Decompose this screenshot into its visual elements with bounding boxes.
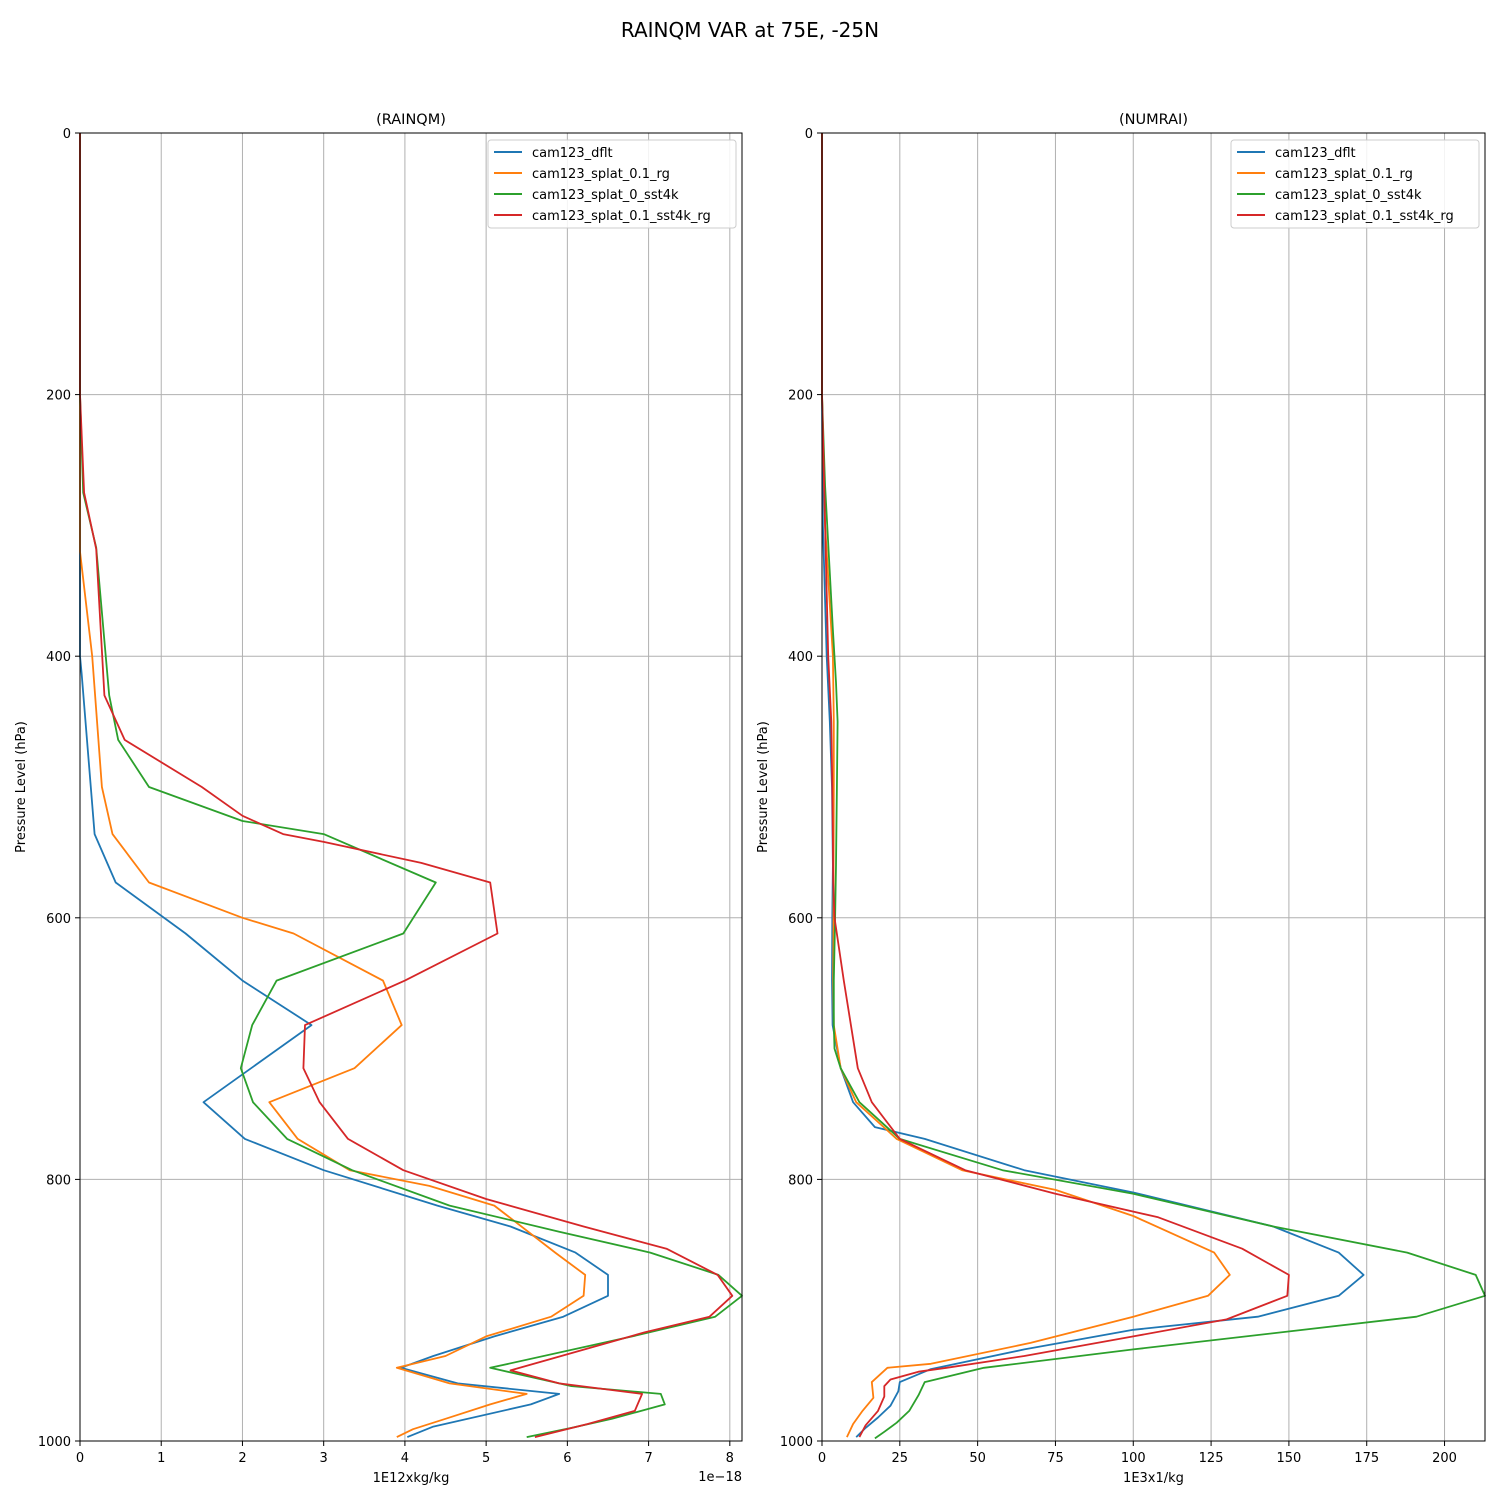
panel-title: (RAINQM) (376, 112, 446, 128)
legend-box (1230, 139, 1480, 229)
series-line-cam123_splat_0.1_sst4k_rg (821, 133, 1290, 1438)
y-tick-label: 600 (788, 912, 813, 927)
legend-label: cam123_splat_0.1_rg (532, 167, 670, 182)
legend-label: cam123_dflt (1275, 146, 1356, 161)
x-tick-label: 4 (401, 1451, 409, 1466)
x-tick-label: 3 (320, 1451, 328, 1466)
series-line-cam123_splat_0.1_rg (79, 133, 587, 1438)
x-tick-label: 0 (818, 1451, 826, 1466)
series-line-cam123_splat_0_sst4k (821, 133, 1486, 1440)
series-line-cam123_splat_0.1_sst4k_rg (79, 133, 734, 1438)
plot-frame (79, 132, 743, 1442)
x-tick-label: 175 (1354, 1451, 1379, 1466)
figure-title: RAINQM VAR at 75E, -25N (621, 18, 879, 42)
panel-rainqm: 0 1 2 3 4 5 6 7 8 0 200 400 600 800 1000 (RAINQM) 1E12xk… (14, 112, 743, 1486)
y-axis-label: Pressure Level (hPa) (756, 721, 771, 853)
legend-label: cam123_splat_0_sst4k (532, 188, 679, 203)
y-tick-label: 200 (788, 389, 813, 404)
series-line-cam123_dflt (821, 133, 1365, 1438)
x-tick-label: 125 (1199, 1451, 1224, 1466)
y-tick-label: 1000 (780, 1435, 813, 1450)
x-tick-label: 7 (644, 1451, 652, 1466)
x-offset-label: 1e−18 (698, 1470, 742, 1485)
legend-label: cam123_splat_0.1_rg (1275, 167, 1413, 182)
legend-box (487, 139, 737, 229)
y-tick-label: 1000 (38, 1435, 71, 1450)
y-tick-label: 0 (805, 127, 813, 142)
legend-label: cam123_splat_0.1_sst4k_rg (1275, 209, 1454, 224)
y-tick-label: 0 (63, 127, 71, 142)
x-tick-label: 150 (1276, 1451, 1301, 1466)
x-tick-label: 5 (482, 1451, 490, 1466)
x-tick-label: 75 (1047, 1451, 1064, 1466)
legend-label: cam123_dflt (532, 146, 613, 161)
y-tick-label: 400 (788, 650, 813, 665)
plot-frame (821, 132, 1486, 1442)
x-tick-label: 2 (238, 1451, 246, 1466)
x-tick-label: 50 (969, 1451, 986, 1466)
series-line-cam123_dflt (79, 133, 609, 1438)
x-tick-label: 8 (726, 1451, 734, 1466)
x-tick-label: 1 (157, 1451, 165, 1466)
x-tick-label: 6 (563, 1451, 571, 1466)
x-tick-label: 25 (892, 1451, 909, 1466)
x-tick-label: 100 (1121, 1451, 1146, 1466)
series-line-cam123_splat_0_sst4k (79, 133, 743, 1438)
y-tick-label: 600 (46, 912, 71, 927)
panel-numrai: 0 25 50 75 100 125 150 175 200 0 200 400 600 800 1000 (… (756, 112, 1486, 1486)
y-tick-label: 800 (788, 1173, 813, 1188)
y-axis-label: Pressure Level (hPa) (14, 721, 29, 853)
x-tick-label: 200 (1432, 1451, 1457, 1466)
y-tick-label: 800 (46, 1173, 71, 1188)
panel-title: (NUMRAI) (1119, 112, 1188, 128)
legend-label: cam123_splat_0_sst4k (1275, 188, 1422, 203)
series-line-cam123_splat_0.1_rg (821, 133, 1231, 1438)
legend-label: cam123_splat_0.1_sst4k_rg (532, 209, 711, 224)
x-tick-label: 0 (76, 1451, 84, 1466)
x-axis-label: 1E3x1/kg (1123, 1471, 1184, 1486)
x-axis-label: 1E12xkg/kg (373, 1471, 450, 1486)
y-tick-label: 400 (46, 650, 71, 665)
y-tick-label: 200 (46, 389, 71, 404)
